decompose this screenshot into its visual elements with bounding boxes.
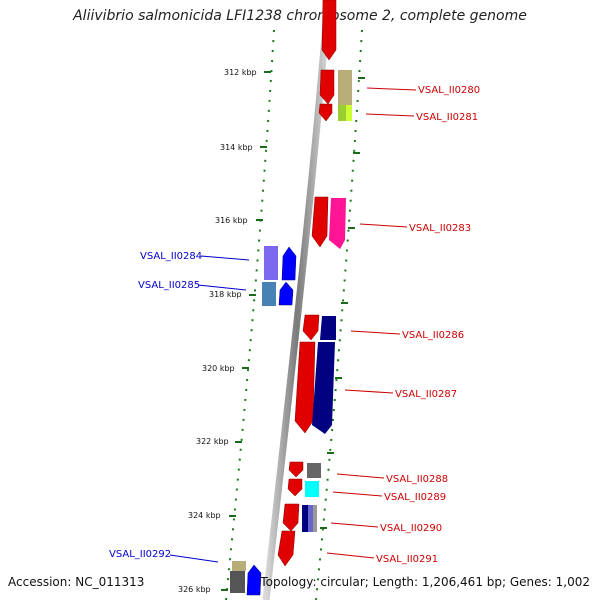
cds-arrow-0280 [319, 69, 335, 105]
cds-arrow-top [321, 0, 337, 61]
cds-arrow-0288 [288, 461, 304, 478]
gene-label-0290: VSAL_II0290 [380, 523, 442, 534]
accession-text: Accession: NC_011313 [8, 575, 145, 589]
cds-arrow-0281 [318, 103, 333, 122]
cds-arrow-0285 [278, 281, 294, 306]
feature-block-0283 [329, 198, 346, 249]
cds-arrow-0287 [294, 341, 316, 434]
scale-label-322: 322 kbp [196, 437, 229, 446]
feature-block-0280 [338, 70, 352, 105]
gene-label-0286: VSAL_II0286 [402, 330, 464, 341]
cds-arrow-0290 [282, 503, 300, 532]
gene-label-0280: VSAL_II0280 [418, 85, 480, 96]
scale-label-326: 326 kbp [178, 585, 211, 594]
cds-arrow-0292 [246, 564, 262, 596]
gene-label-0283: VSAL_II0283 [409, 223, 471, 234]
feature-block-0281b [346, 105, 352, 121]
feature-block-0289 [305, 481, 319, 497]
cds-arrow-0284 [281, 246, 297, 281]
cds-arrow-0289 [287, 478, 303, 497]
genome-summary-text: Topology: circular; Length: 1,206,461 bp… [260, 575, 590, 589]
gene-label-0292: VSAL_II0292 [109, 549, 171, 560]
gene-label-0281: VSAL_II0281 [416, 112, 478, 123]
reverse-cds-arrows [246, 246, 297, 596]
feature-block-0286 [320, 316, 336, 340]
gene-label-0291: VSAL_II0291 [376, 554, 438, 565]
feature-block-0290c [313, 505, 317, 532]
cds-arrow-0291 [277, 530, 296, 567]
forward-cds-arrows [277, 0, 337, 567]
feature-block-0292b [230, 571, 245, 593]
scale-label-312: 312 kbp [224, 68, 257, 77]
cds-arrow-0283 [311, 196, 329, 248]
feature-block-0287 [312, 342, 335, 434]
gene-label-0288: VSAL_II0288 [386, 474, 448, 485]
feature-block-0290a [302, 505, 308, 532]
label-leaders [169, 87, 417, 563]
scale-label-314: 314 kbp [220, 143, 253, 152]
feature-block-0281a [338, 105, 346, 121]
gene-label-0284: VSAL_II0284 [140, 251, 202, 262]
map-title: Aliivibrio salmonicida LFI1238 chromosom… [73, 8, 527, 24]
gene-label-0289: VSAL_II0289 [384, 492, 446, 503]
scale-label-324: 324 kbp [188, 511, 221, 520]
scale-ring-left [225, 29, 275, 600]
feature-block-0290b [308, 505, 313, 532]
tick-marks [221, 71, 365, 591]
feature-block-0288 [307, 463, 321, 478]
scale-label-318: 318 kbp [209, 290, 242, 299]
gene-label-0287: VSAL_II0287 [395, 389, 457, 400]
scale-label-316: 316 kbp [215, 216, 248, 225]
feature-block-0284 [264, 246, 278, 280]
feature-block-0285 [262, 282, 276, 306]
scale-label-320: 320 kbp [202, 364, 235, 373]
feature-block-0292a [232, 561, 246, 571]
gene-label-0285: VSAL_II0285 [138, 280, 200, 291]
cds-arrow-0286 [302, 314, 320, 341]
